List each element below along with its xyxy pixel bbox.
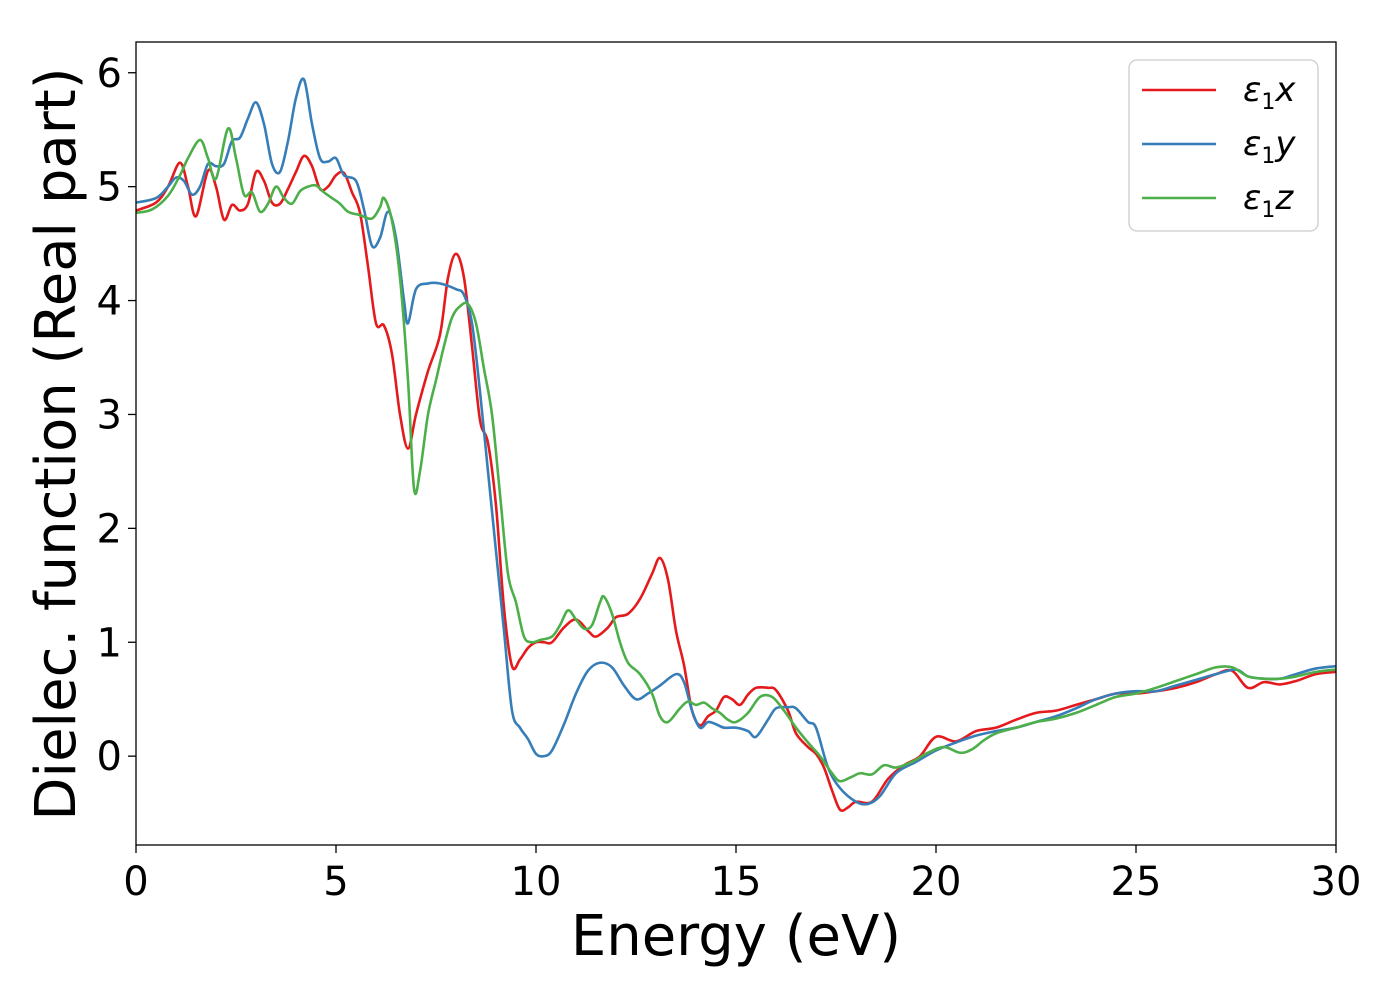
- y-tick-label: 4: [97, 279, 122, 325]
- y-tick-label: 3: [97, 392, 122, 438]
- x-tick-label: 10: [511, 859, 562, 905]
- x-tick-label: 15: [711, 859, 762, 905]
- y-tick-label: 0: [97, 734, 122, 780]
- x-axis-label: Energy (eV): [571, 904, 901, 969]
- y-tick-label: 5: [97, 165, 122, 211]
- x-tick-label: 25: [1111, 859, 1162, 905]
- x-tick-label: 0: [123, 859, 148, 905]
- y-tick-label: 6: [97, 51, 122, 97]
- y-axis-label: Dielec. function (Real part): [24, 67, 89, 820]
- y-tick-label: 1: [97, 620, 122, 666]
- y-tick-label: 2: [97, 506, 122, 552]
- x-tick-label: 30: [1311, 859, 1362, 905]
- x-tick-label: 5: [323, 859, 348, 905]
- x-tick-label: 20: [911, 859, 962, 905]
